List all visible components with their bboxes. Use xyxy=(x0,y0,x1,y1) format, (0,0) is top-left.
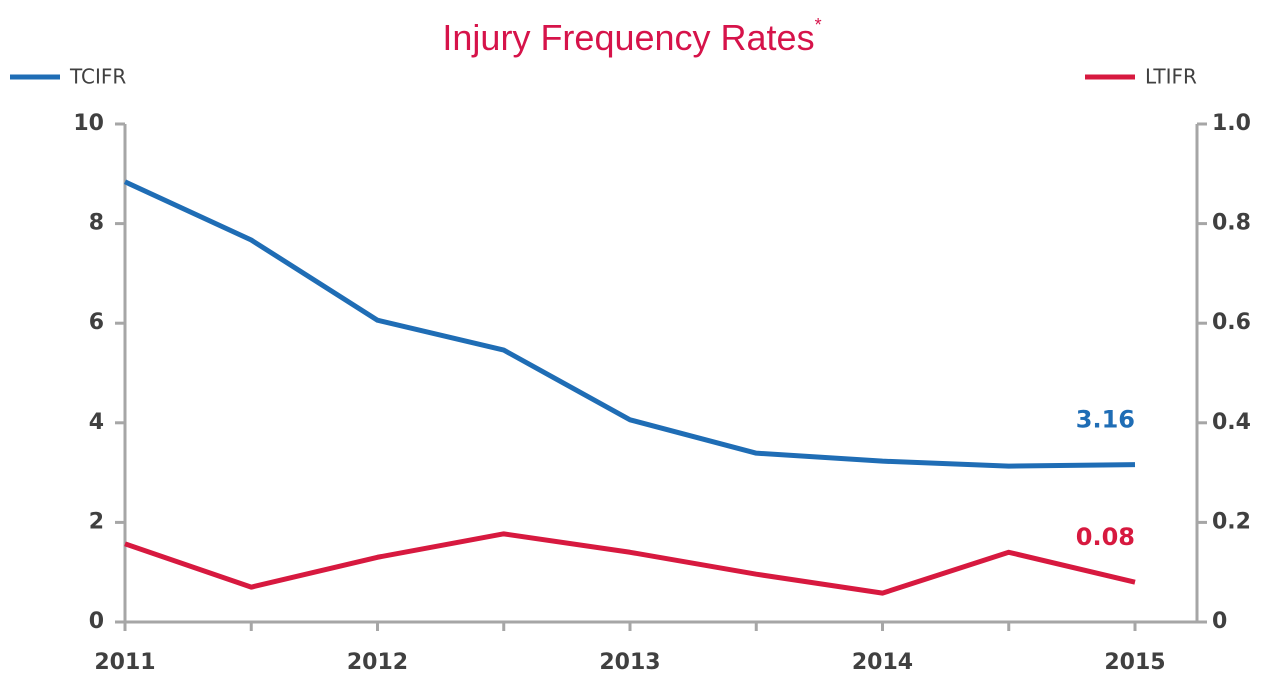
title-text: Injury Frequency Rates xyxy=(442,17,814,58)
data-label: 3.16 xyxy=(1076,406,1135,434)
data-label: 0.08 xyxy=(1076,523,1135,551)
y-tick-label: 2 xyxy=(89,509,104,534)
y-tick-label: 4 xyxy=(89,410,104,435)
y2-tick-label: 0.4 xyxy=(1212,410,1251,435)
y2-tick-label: 0.8 xyxy=(1212,211,1251,236)
y2-tick-label: 1.0 xyxy=(1212,111,1251,136)
x-tick-label: 2012 xyxy=(347,650,408,675)
y-tick-label: 6 xyxy=(89,310,104,335)
y-tick-label: 10 xyxy=(73,111,104,136)
y-tick-label: 0 xyxy=(89,609,104,634)
y2-tick-label: 0.2 xyxy=(1212,509,1251,534)
x-tick-label: 2011 xyxy=(94,650,155,675)
x-tick-label: 2014 xyxy=(852,650,913,675)
x-tick-label: 2015 xyxy=(1104,650,1165,675)
legend-label: TCIFR xyxy=(69,65,126,89)
y2-tick-label: 0 xyxy=(1212,609,1227,634)
y2-tick-label: 0.6 xyxy=(1212,310,1251,335)
title-footnote-mark: * xyxy=(815,15,822,35)
chart-title: Injury Frequency Rates* xyxy=(442,15,821,58)
series-line xyxy=(124,531,1136,596)
y-tick-label: 8 xyxy=(89,211,104,236)
series-line xyxy=(123,179,1136,469)
legend-label: LTIFR xyxy=(1145,65,1197,89)
x-tick-label: 2013 xyxy=(599,650,660,675)
